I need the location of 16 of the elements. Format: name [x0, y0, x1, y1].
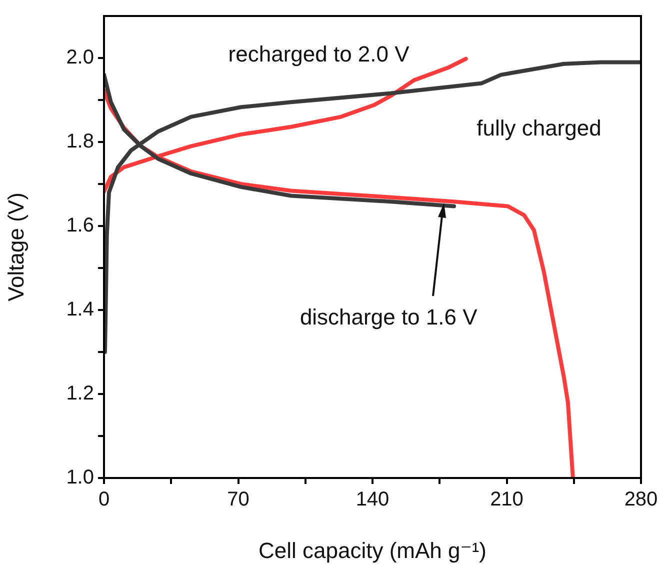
annotation: discharge to 1.6 V [300, 304, 478, 330]
x-tick-label: 140 [356, 488, 390, 511]
x-tick-label: 70 [227, 488, 250, 511]
x-tick-label: 280 [624, 488, 658, 511]
x-tick-label: 0 [98, 488, 110, 511]
y-tick-label: 1.8 [66, 130, 94, 153]
x-tick-label: 210 [490, 488, 524, 511]
y-tick-label: 1.2 [66, 382, 94, 405]
y-tick-label: 2.0 [66, 46, 94, 69]
annotation: recharged to 2.0 V [228, 41, 410, 66]
y-axis-title: Voltage (V) [3, 192, 28, 302]
y-tick-label: 1.4 [66, 298, 94, 321]
annotation: fully charged [476, 115, 602, 140]
x-axis-title: Cell capacity (mAh g⁻¹) [258, 538, 487, 563]
y-tick-label: 1.0 [66, 466, 94, 489]
y-tick-label: 1.6 [66, 214, 94, 237]
